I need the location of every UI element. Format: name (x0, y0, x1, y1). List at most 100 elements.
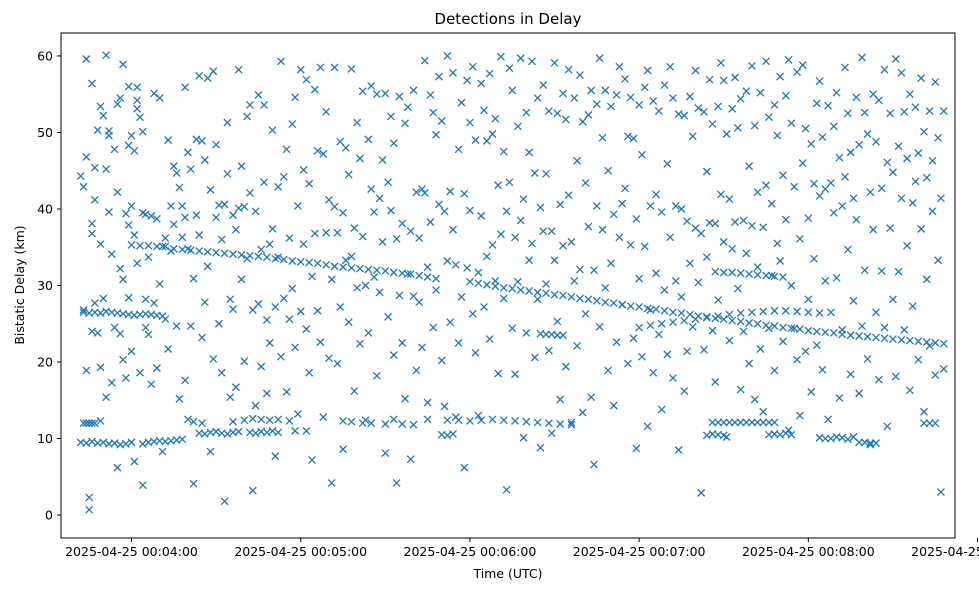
data-point (646, 306, 655, 314)
data-point (172, 322, 181, 331)
data-point (590, 460, 598, 469)
data-point (398, 420, 407, 428)
data-point (742, 249, 751, 258)
data-point (750, 395, 759, 404)
data-point (245, 188, 254, 197)
data-point (389, 415, 398, 424)
data-point (903, 154, 912, 163)
data-point (855, 438, 864, 447)
data-point (829, 208, 838, 217)
data-point (615, 233, 624, 242)
data-point (99, 111, 108, 120)
data-point (883, 422, 892, 431)
data-point (195, 231, 204, 239)
data-point (378, 237, 387, 246)
data-point (685, 259, 694, 268)
data-point (818, 133, 827, 142)
data-point (113, 463, 122, 472)
data-point (434, 200, 443, 209)
data-point (874, 96, 883, 105)
points-layer (76, 51, 948, 514)
data-point (358, 87, 367, 96)
y-axis-label: Bistatic Delay (km) (12, 225, 27, 344)
data-point (223, 118, 232, 127)
data-point (886, 224, 895, 233)
data-point (220, 249, 229, 258)
data-point (288, 284, 297, 293)
data-point (440, 402, 449, 411)
data-point (832, 273, 841, 282)
data-point (499, 416, 508, 425)
data-point (305, 368, 314, 377)
data-point (513, 122, 522, 131)
data-point (141, 210, 150, 219)
data-point (237, 162, 246, 171)
data-point (82, 439, 91, 448)
data-point (553, 317, 562, 326)
data-point (680, 387, 689, 396)
data-point (559, 291, 567, 300)
data-point (477, 416, 486, 425)
data-point (240, 202, 249, 211)
data-point (336, 137, 345, 146)
data-point (530, 169, 539, 177)
data-point (119, 355, 128, 364)
data-point (550, 58, 559, 67)
data-point (449, 225, 457, 234)
data-point (578, 408, 587, 417)
data-point (339, 416, 347, 425)
data-point (770, 322, 779, 331)
data-point (496, 52, 505, 61)
data-point (454, 338, 463, 347)
data-point (793, 355, 802, 364)
data-point (894, 267, 903, 276)
data-point (274, 415, 283, 424)
data-point (872, 308, 880, 317)
y-tick-label: 40 (37, 201, 53, 216)
data-point (133, 259, 142, 268)
data-point (468, 62, 477, 71)
data-point (759, 418, 768, 427)
data-point (212, 140, 221, 149)
data-point (753, 263, 762, 272)
data-point (866, 188, 875, 197)
data-point (922, 338, 931, 347)
data-point (812, 327, 821, 336)
data-point (731, 418, 739, 427)
data-point (547, 429, 556, 438)
data-point (420, 188, 429, 197)
data-point (308, 272, 316, 281)
data-point (570, 276, 579, 285)
data-point (872, 137, 880, 146)
data-point (860, 108, 869, 117)
data-point (361, 281, 370, 290)
data-point (891, 55, 900, 63)
data-point (829, 328, 838, 337)
data-point (553, 109, 562, 118)
data-point (660, 81, 669, 89)
data-point (96, 102, 105, 111)
data-point (451, 413, 460, 422)
data-point (888, 335, 897, 344)
data-point (843, 245, 852, 254)
data-point (234, 427, 243, 436)
data-point (403, 270, 412, 278)
data-point (316, 338, 325, 347)
data-point (570, 94, 579, 102)
data-point (542, 330, 551, 339)
data-point (136, 241, 144, 250)
data-point (852, 215, 861, 224)
data-point (719, 237, 728, 246)
data-point (666, 233, 675, 242)
data-point (119, 275, 128, 284)
data-point (488, 240, 497, 249)
data-point (341, 256, 350, 265)
data-point (494, 181, 503, 190)
data-point (367, 419, 376, 428)
data-point (88, 327, 96, 336)
data-point (395, 291, 404, 300)
data-point (931, 338, 940, 347)
data-point (482, 136, 491, 145)
data-point (719, 418, 728, 427)
